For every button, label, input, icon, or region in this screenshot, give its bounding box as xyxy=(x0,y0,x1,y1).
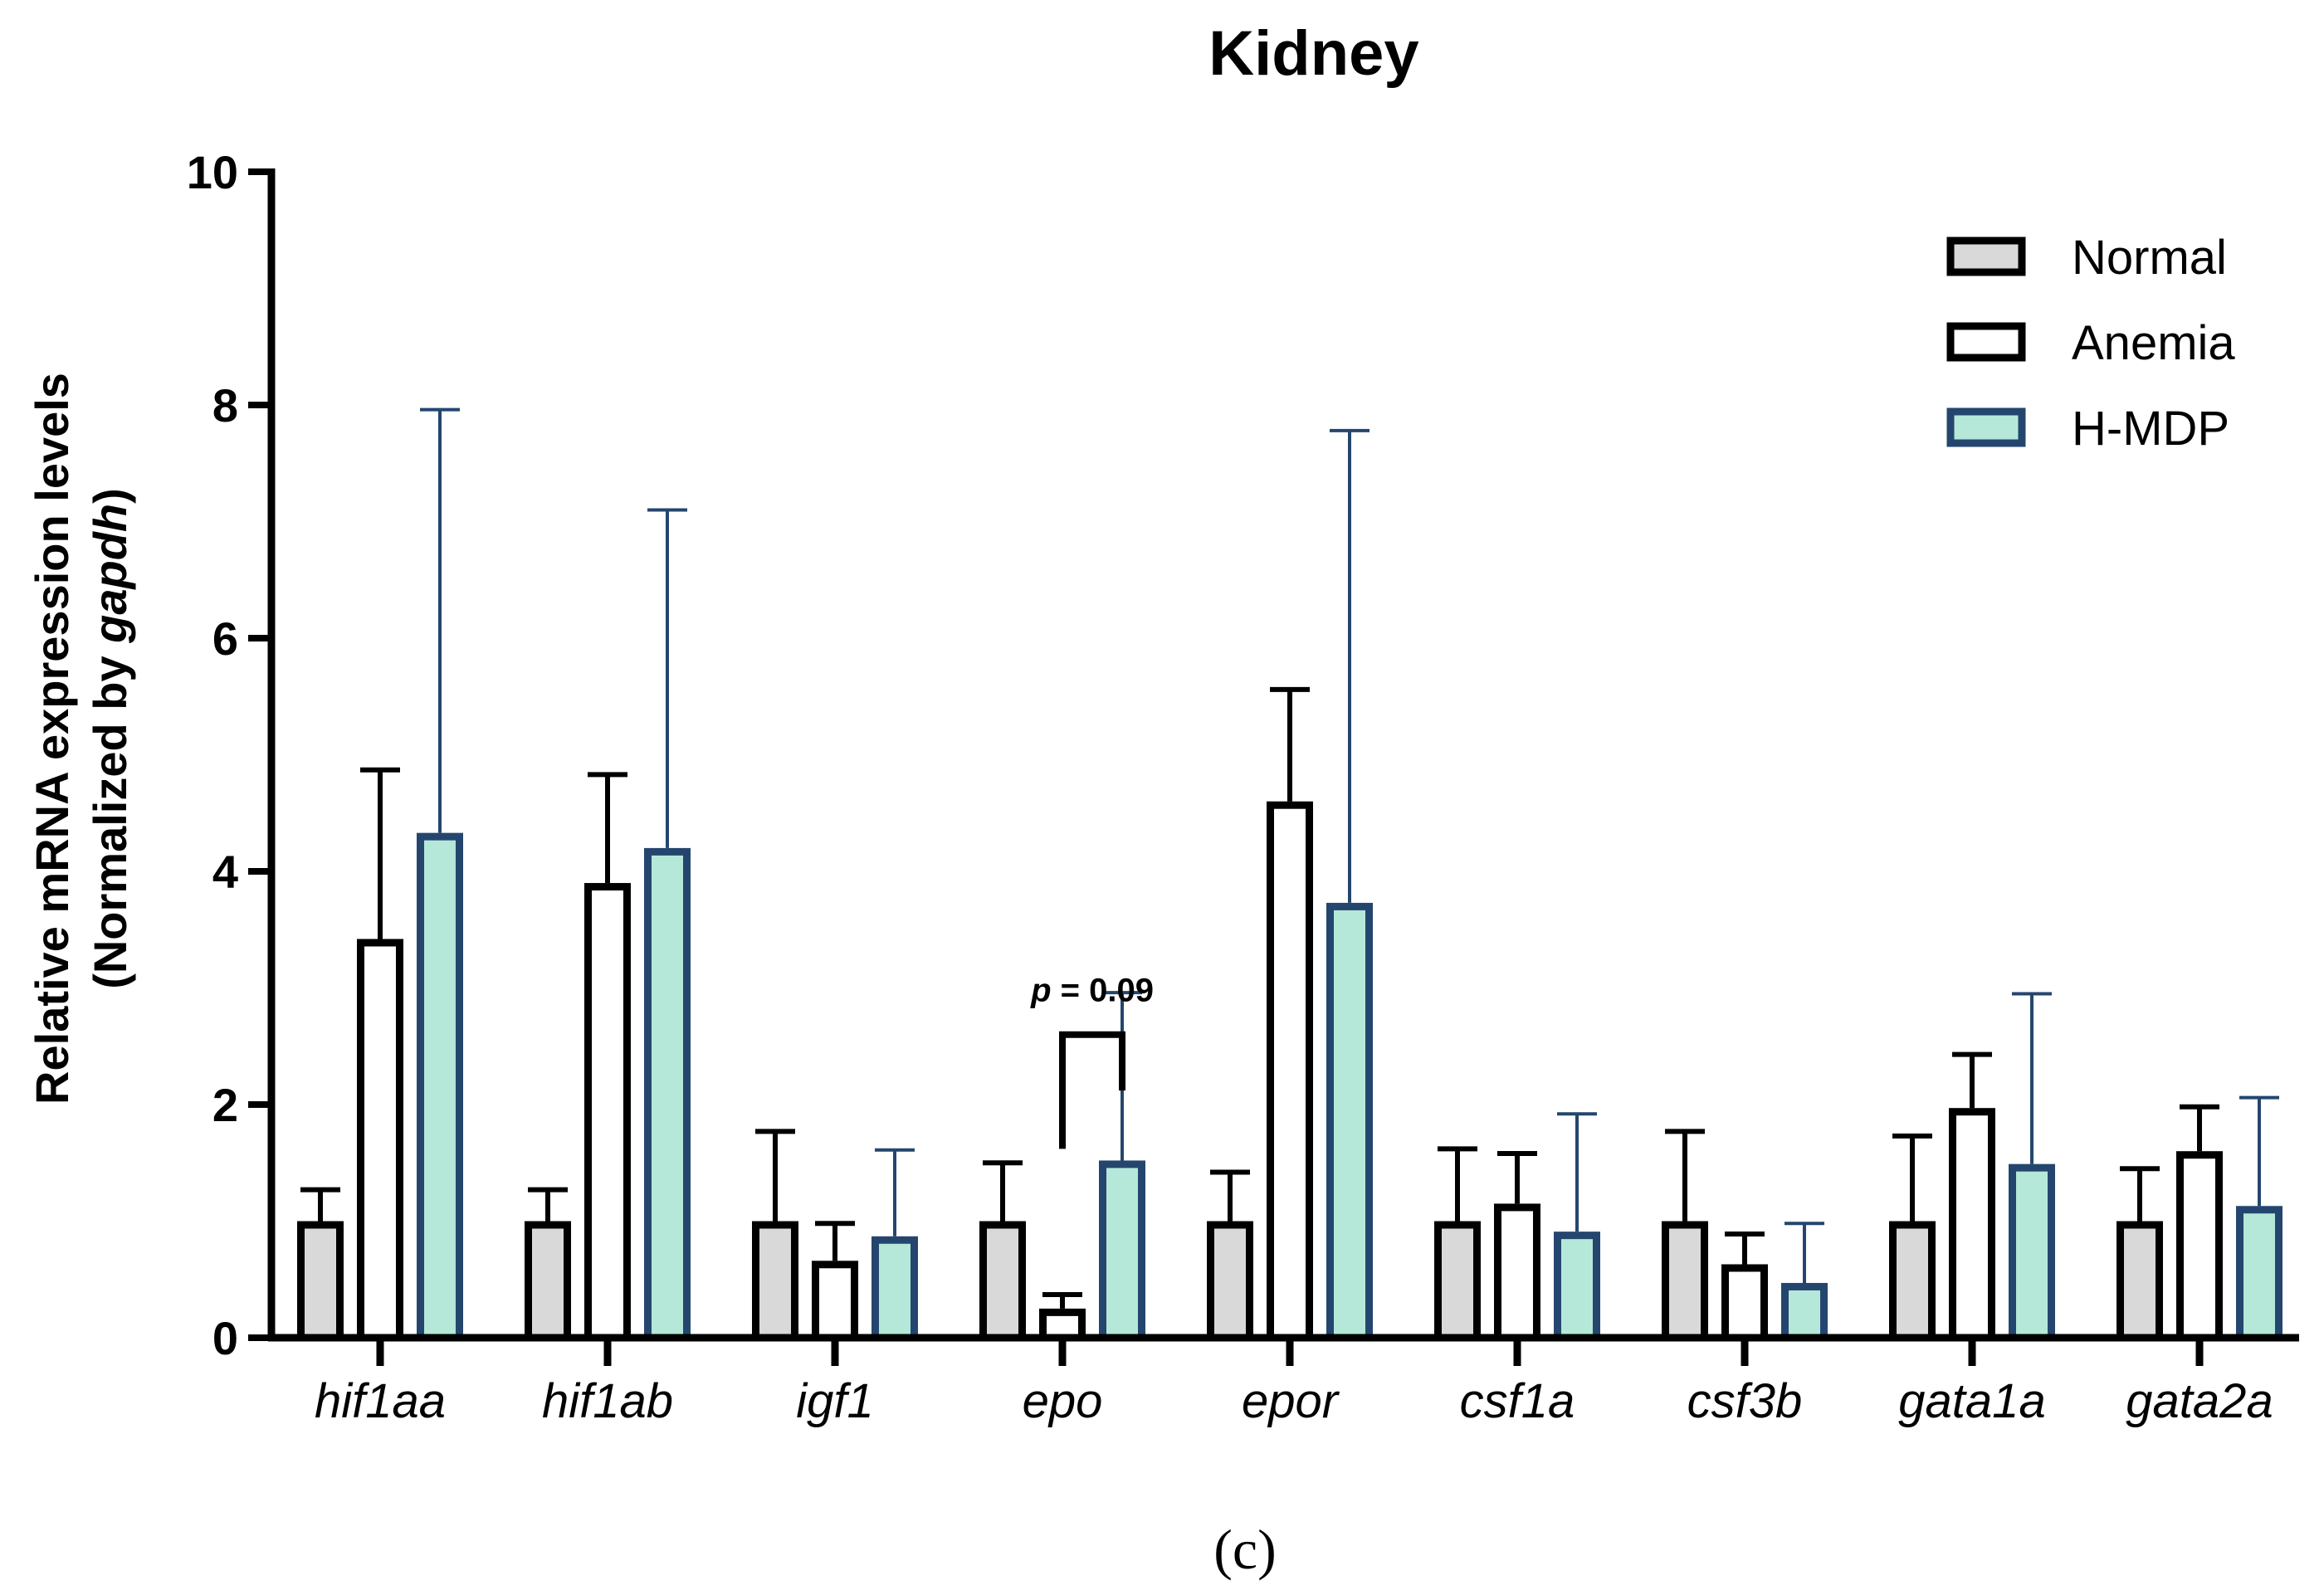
y-tick-label-2: 2 xyxy=(212,1079,238,1131)
bar-group-hif1aa xyxy=(297,407,463,1342)
x-tick-label-epo: epo xyxy=(1023,1374,1103,1428)
y-tick-label-8: 8 xyxy=(212,379,238,432)
y-tick-label-4: 4 xyxy=(212,846,238,898)
bar-group-gata2a xyxy=(2116,1095,2282,1342)
significance-bracket-epo xyxy=(1059,1031,1125,1149)
bar-anemia-hif1ab xyxy=(584,883,631,1342)
y-tick-label-10: 10 xyxy=(187,146,238,198)
bar-normal-hif1ab xyxy=(525,1221,571,1342)
bar-group-csf1a xyxy=(1434,1112,1600,1342)
bar-h-mdp-hif1aa xyxy=(417,832,463,1342)
bar-h-mdp-epor xyxy=(1326,902,1373,1342)
legend-label-h-mdp: H-MDP xyxy=(2072,402,2229,456)
bar-h-mdp-csf3b xyxy=(1781,1282,1828,1342)
p-value-text: = 0.09 xyxy=(1052,973,1154,1009)
p-value-symbol: p xyxy=(1030,973,1051,1009)
bar-normal-csf1a xyxy=(1434,1221,1481,1342)
bar-anemia-csf1a xyxy=(1494,1203,1540,1342)
y-axis-label: Relative mRNA expression levels (Normali… xyxy=(26,373,136,1105)
bar-group-csf3b xyxy=(1662,1129,1828,1342)
bar-h-mdp-csf1a xyxy=(1554,1232,1600,1342)
bar-normal-hif1aa xyxy=(297,1221,344,1342)
x-tick-label-gata2a: gata2a xyxy=(2126,1374,2273,1428)
bar-anemia-gata1a xyxy=(1949,1108,1995,1342)
bar-normal-epor xyxy=(1207,1221,1253,1342)
bar-normal-csf3b xyxy=(1662,1221,1708,1342)
bar-group-epor xyxy=(1207,428,1373,1342)
bar-h-mdp-igf1 xyxy=(872,1236,918,1342)
y-axis-label-line-1: Relative mRNA expression levels xyxy=(26,373,78,1105)
bar-h-mdp-epo xyxy=(1099,1160,1145,1342)
bar-normal-gata2a xyxy=(2116,1221,2163,1342)
x-tick-label-hif1aa: hif1aa xyxy=(315,1374,446,1428)
y-axis-label-prefix: (Normalized by xyxy=(84,643,136,989)
x-tick-label-gata1a: gata1a xyxy=(1898,1374,2045,1428)
bar-anemia-gata2a xyxy=(2176,1151,2223,1342)
bar-group-igf1 xyxy=(752,1129,918,1342)
chart-legend: Normal Anemia H-MDP xyxy=(1946,231,2235,456)
x-axis-ticks: hif1aa hif1ab igf1 epo epor csf1a csf3b gata1a g… xyxy=(315,1338,2273,1428)
figure-caption: (c) xyxy=(1213,1518,1276,1581)
bar-anemia-igf1 xyxy=(812,1261,858,1342)
x-tick-label-csf3b: csf3b xyxy=(1687,1374,1803,1428)
y-tick-label-6: 6 xyxy=(212,612,238,665)
legend-swatch-normal xyxy=(1946,237,2026,276)
bar-group-gata1a xyxy=(1889,992,2055,1342)
x-tick-label-igf1: igf1 xyxy=(796,1374,874,1428)
bar-h-mdp-gata2a xyxy=(2236,1206,2282,1342)
bar-groups xyxy=(297,407,2282,1342)
chart-annotations: p = 0.09 xyxy=(1030,973,1154,1149)
legend-swatch-anemia xyxy=(1946,322,2026,362)
x-tick-label-csf1a: csf1a xyxy=(1460,1374,1575,1428)
bar-normal-epo xyxy=(979,1221,1026,1342)
p-value-label-epo: p = 0.09 xyxy=(1030,973,1154,1009)
chart-title: Kidney xyxy=(1208,18,1418,89)
bar-h-mdp-hif1ab xyxy=(644,847,691,1342)
y-axis-label-line-2: (Normalized by gapdh) xyxy=(84,488,136,989)
y-axis-label-gene: gapdh xyxy=(84,504,136,644)
bar-anemia-hif1aa xyxy=(357,939,403,1342)
x-tick-label-epor: epor xyxy=(1242,1374,1340,1428)
legend-swatch-h-mdp xyxy=(1946,407,2026,447)
bar-anemia-epo xyxy=(1039,1308,1086,1342)
y-axis-label-suffix: ) xyxy=(84,488,136,504)
y-axis-ticks: 0 2 4 6 8 10 xyxy=(187,146,271,1364)
bar-h-mdp-gata1a xyxy=(2009,1163,2055,1342)
legend-label-anemia: Anemia xyxy=(2072,316,2235,370)
bar-normal-igf1 xyxy=(752,1221,798,1342)
legend-label-normal: Normal xyxy=(2072,231,2227,285)
bar-anemia-csf3b xyxy=(1721,1264,1768,1342)
bar-anemia-epor xyxy=(1267,801,1313,1342)
x-tick-label-hif1ab: hif1ab xyxy=(542,1374,673,1428)
y-tick-label-0: 0 xyxy=(212,1312,238,1364)
bar-group-hif1ab xyxy=(525,508,691,1342)
bar-normal-gata1a xyxy=(1889,1221,1936,1342)
